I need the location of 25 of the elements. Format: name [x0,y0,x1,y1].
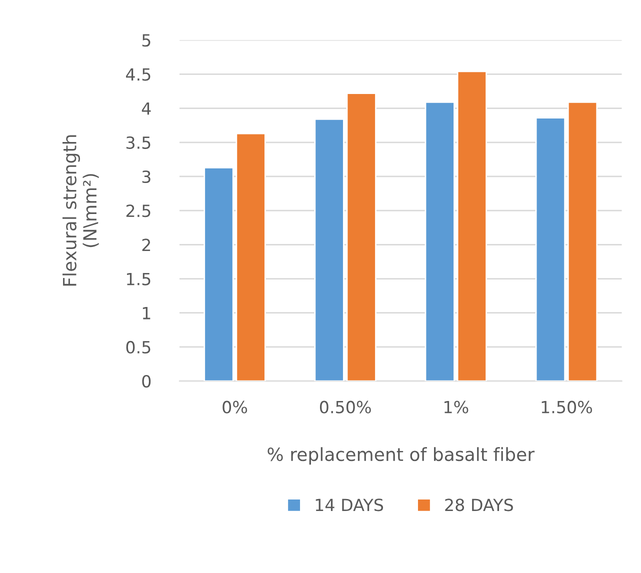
bar [535,117,566,382]
y-tick-label: 1 [142,307,150,320]
x-axis-title: % replacement of basalt fiber [268,447,535,465]
y-tick-label: 5 [142,34,150,47]
y-tick-label: 4.5 [126,68,150,81]
bar [567,101,598,382]
x-tick-label: 0.50% [320,400,371,414]
x-tick-label: 1% [444,400,468,414]
y-tick-label: 1.5 [127,272,150,286]
y-axis-title: Flexural strength (N\mm²) [62,135,99,286]
y-tick-label: 2.5 [126,204,150,218]
legend-label: 28 DAYS [445,498,513,512]
y-tick-label: 0 [142,375,151,388]
y-tick-label: 3.5 [126,136,150,149]
bar [314,118,344,382]
y-tick-label: 0.5 [126,340,150,354]
y-tick-label: 3 [142,170,150,184]
legend-label: 14 DAYS [316,498,384,512]
bar [424,101,455,382]
bar [456,70,488,382]
y-tick-label: 2 [142,238,150,252]
y-tick-label: 4 [142,102,151,115]
x-tick-label: 1.50% [542,400,592,414]
bar [346,92,376,382]
x-tick-label: 0% [222,400,248,414]
